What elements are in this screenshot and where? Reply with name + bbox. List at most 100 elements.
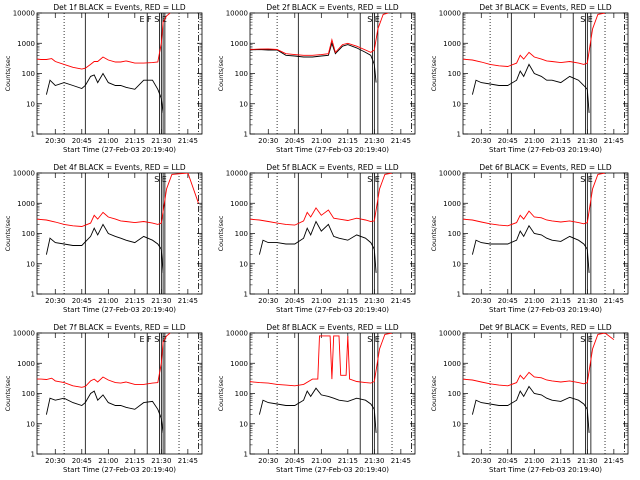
- detector-chart-7: Det 7f BLACK = Events, RED = LLD 1 10 100 10…: [4, 323, 203, 474]
- plot-frame: [249, 12, 416, 135]
- top-marker-letters: S E: [367, 335, 380, 344]
- y-tick-label: 1000: [443, 40, 461, 48]
- top-marker-letters: S E: [580, 15, 593, 24]
- series-events-line: [471, 385, 590, 433]
- chart-title: Det 4f BLACK = Events, RED = LLD: [53, 163, 186, 172]
- y-tick-label: 10: [239, 100, 248, 108]
- y-tick-label: 10: [452, 260, 461, 268]
- x-tick-label: 20:30: [258, 137, 278, 145]
- detector-chart-3: Det 3f BLACK = Events, RED = LLD 1 10 100 10…: [430, 3, 629, 154]
- y-tick-label: 10000: [439, 10, 461, 18]
- y-tick-label: 1000: [17, 360, 35, 368]
- x-tick-label: 20:30: [471, 137, 491, 145]
- y-tick-label: 1: [244, 131, 248, 139]
- y-axis-label: Counts/sec: [4, 55, 12, 91]
- y-axis-label: Counts/sec: [4, 375, 12, 411]
- x-tick-label: 21:45: [391, 137, 411, 145]
- x-tick-label: 21:15: [338, 137, 358, 145]
- x-tick-label: 21:45: [604, 297, 624, 305]
- y-tick-label: 100: [235, 390, 248, 398]
- series-events-line: [45, 72, 164, 113]
- series-events-line: [250, 41, 377, 83]
- x-tick-label: 21:00: [311, 297, 331, 305]
- top-marker-letters: S E: [367, 175, 380, 184]
- x-tick-label: 21:00: [98, 297, 118, 305]
- top-marker-letters: E F S E: [139, 15, 166, 24]
- series-lld-line: [37, 173, 199, 227]
- x-tick-label: 20:45: [72, 137, 92, 145]
- y-tick-label: 1000: [443, 200, 461, 208]
- x-axis-label: Start Time (27-Feb-03 20:19:40): [489, 306, 602, 314]
- series-events-line: [258, 387, 377, 433]
- y-tick-label: 1000: [230, 200, 248, 208]
- y-tick-label: 10000: [226, 170, 248, 178]
- x-axis-label: Start Time (27-Feb-03 20:19:40): [63, 466, 176, 474]
- y-tick-label: 1: [244, 291, 248, 299]
- x-tick-label: 20:45: [72, 457, 92, 465]
- chart-title: Det 7f BLACK = Events, RED = LLD: [53, 323, 186, 332]
- top-marker-letters: S E: [580, 175, 593, 184]
- x-axis-label: Start Time (27-Feb-03 20:19:40): [276, 146, 389, 154]
- x-tick-label: 20:45: [498, 137, 518, 145]
- x-tick-label: 21:30: [364, 297, 384, 305]
- y-axis-label: Counts/sec: [430, 375, 438, 411]
- series-lld-line: [463, 333, 615, 387]
- top-marker-letters: S E: [367, 15, 380, 24]
- series-lld-line: [250, 173, 393, 226]
- x-tick-label: 21:15: [551, 137, 571, 145]
- x-tick-label: 21:45: [604, 137, 624, 145]
- plot-frame: [36, 12, 203, 135]
- x-tick-label: 20:45: [498, 457, 518, 465]
- x-tick-label: 21:00: [311, 457, 331, 465]
- top-marker-letters: S E: [580, 335, 593, 344]
- y-axis-label: Counts/sec: [430, 55, 438, 91]
- x-tick-label: 21:00: [524, 137, 544, 145]
- series-events-line: [471, 224, 590, 273]
- chart-title: Det 6f BLACK = Events, RED = LLD: [479, 163, 612, 172]
- y-tick-label: 10: [26, 100, 35, 108]
- y-tick-label: 100: [22, 70, 35, 78]
- x-tick-label: 21:30: [577, 297, 597, 305]
- x-tick-label: 21:00: [524, 457, 544, 465]
- x-tick-label: 21:45: [391, 297, 411, 305]
- y-tick-label: 10000: [13, 170, 35, 178]
- y-tick-label: 1: [31, 291, 35, 299]
- x-tick-label: 21:00: [524, 297, 544, 305]
- x-axis-label: Start Time (27-Feb-03 20:19:40): [63, 146, 176, 154]
- detector-chart-4: Det 4f BLACK = Events, RED = LLD 1 10 100 10…: [4, 163, 203, 314]
- x-tick-label: 20:30: [471, 297, 491, 305]
- y-tick-label: 1: [457, 291, 461, 299]
- series-lld-line: [463, 13, 606, 67]
- y-tick-label: 100: [22, 390, 35, 398]
- y-axis-label: Counts/sec: [217, 55, 225, 91]
- x-tick-label: 21:30: [151, 297, 171, 305]
- chart-title: Det 9f BLACK = Events, RED = LLD: [479, 323, 612, 332]
- x-tick-label: 20:45: [285, 457, 305, 465]
- y-tick-label: 1000: [230, 360, 248, 368]
- y-tick-label: 10000: [226, 10, 248, 18]
- x-axis-label: Start Time (27-Feb-03 20:19:40): [489, 146, 602, 154]
- y-tick-label: 10000: [226, 330, 248, 338]
- x-tick-label: 21:30: [364, 457, 384, 465]
- chart-title: Det 5f BLACK = Events, RED = LLD: [266, 163, 399, 172]
- top-marker-letters: E F S E: [139, 335, 166, 344]
- y-tick-label: 10: [26, 260, 35, 268]
- detector-chart-9: Det 9f BLACK = Events, RED = LLD 1 10 100 10…: [430, 323, 629, 474]
- x-tick-label: 21:45: [178, 297, 198, 305]
- y-axis-label: Counts/sec: [4, 215, 12, 251]
- y-tick-label: 100: [448, 390, 461, 398]
- x-axis-label: Start Time (27-Feb-03 20:19:40): [63, 306, 176, 314]
- x-axis-label: Start Time (27-Feb-03 20:19:40): [276, 306, 389, 314]
- y-tick-label: 100: [235, 70, 248, 78]
- x-tick-label: 21:30: [577, 457, 597, 465]
- y-tick-label: 1: [457, 131, 461, 139]
- x-axis-label: Start Time (27-Feb-03 20:19:40): [276, 466, 389, 474]
- y-tick-label: 1: [244, 451, 248, 459]
- x-tick-label: 20:45: [285, 297, 305, 305]
- y-tick-label: 1000: [230, 40, 248, 48]
- detector-chart-6: Det 6f BLACK = Events, RED = LLD 1 10 100 10…: [430, 163, 629, 314]
- y-tick-label: 10000: [13, 330, 35, 338]
- x-tick-label: 21:00: [311, 137, 331, 145]
- x-tick-label: 21:15: [125, 137, 145, 145]
- chart-title: Det 1f BLACK = Events, RED = LLD: [53, 3, 186, 12]
